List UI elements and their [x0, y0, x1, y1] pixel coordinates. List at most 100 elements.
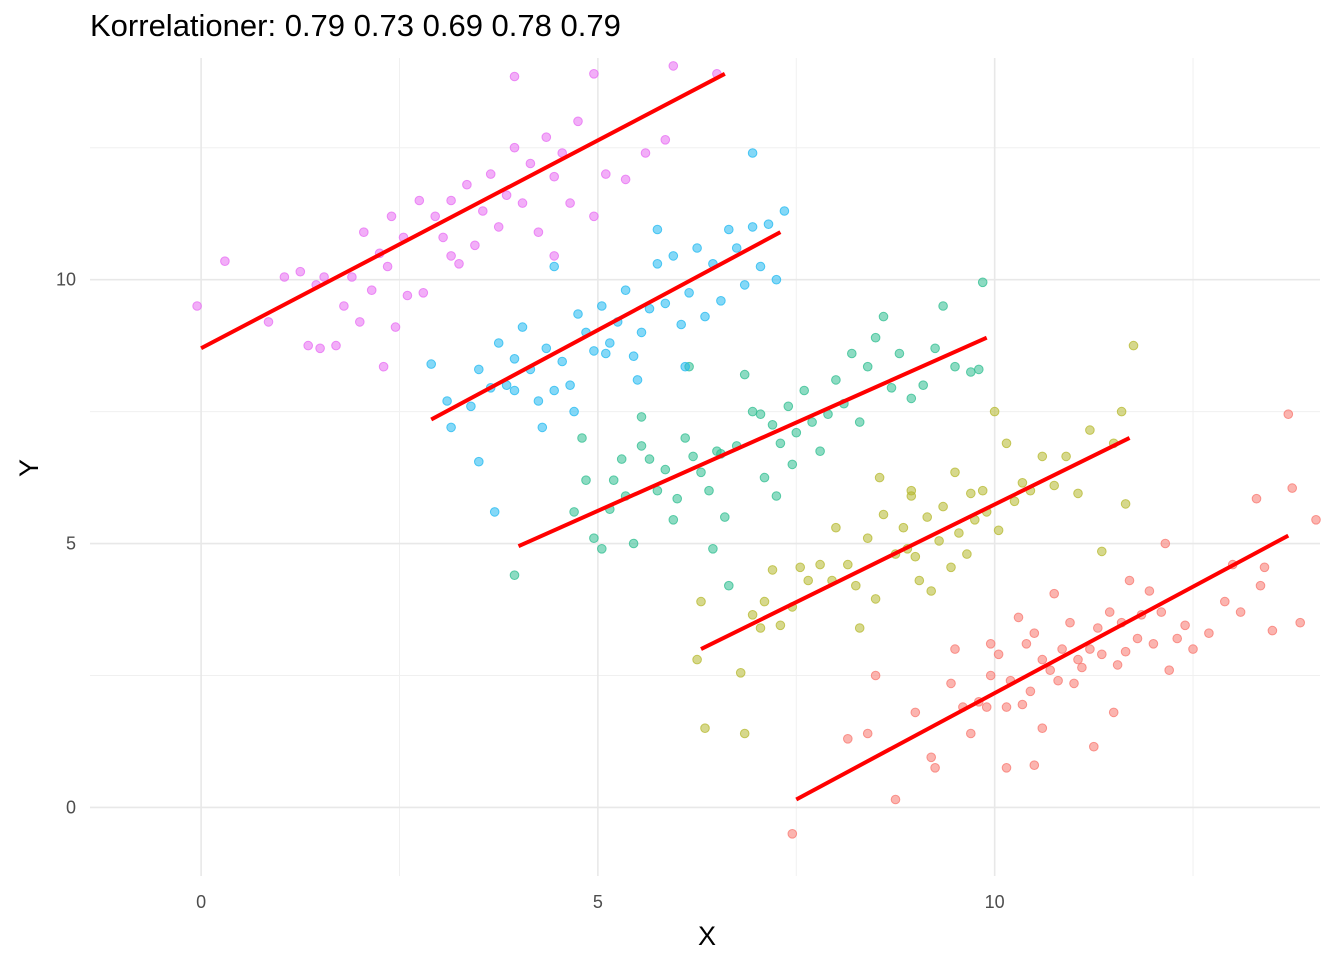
data-point: [1009, 496, 1020, 507]
data-point: [303, 340, 314, 351]
data-point: [573, 116, 583, 127]
data-point: [930, 343, 940, 354]
data-point: [759, 596, 770, 607]
data-point: [1235, 607, 1246, 617]
data-point: [716, 296, 726, 306]
data-point: [1001, 702, 1012, 712]
data-point: [382, 261, 393, 272]
data-point: [493, 222, 504, 232]
data-point: [597, 301, 607, 311]
data-point: [509, 354, 520, 364]
data-point: [1160, 538, 1171, 549]
data-point: [926, 752, 937, 763]
data-point: [1251, 493, 1262, 504]
data-point: [803, 575, 814, 586]
data-point: [355, 317, 365, 327]
data-point: [636, 441, 647, 451]
data-point: [910, 551, 921, 562]
data-point: [767, 565, 778, 575]
data-point: [724, 224, 734, 235]
data-point: [1220, 596, 1230, 607]
data-point: [1124, 575, 1135, 586]
data-point: [878, 311, 889, 322]
data-point: [1148, 639, 1159, 649]
data-point: [589, 533, 599, 544]
data-point: [862, 728, 873, 739]
data-point: [1097, 649, 1107, 660]
data-point: [220, 256, 230, 267]
data-point: [950, 361, 960, 372]
data-point: [470, 240, 480, 251]
data-point: [851, 580, 861, 591]
data-point: [533, 227, 544, 237]
data-point: [660, 135, 671, 145]
data-point: [989, 406, 1000, 417]
data-point: [1037, 654, 1048, 665]
data-point: [747, 148, 758, 158]
fit-line: [430, 230, 782, 422]
data-point: [966, 728, 976, 739]
data-point: [668, 515, 679, 525]
data-point: [870, 670, 881, 681]
data-point: [708, 544, 718, 554]
data-point: [862, 361, 873, 372]
data-point: [938, 301, 948, 311]
data-point: [870, 332, 881, 343]
data-point: [985, 639, 996, 649]
data-point: [616, 454, 627, 464]
data-point: [1073, 488, 1083, 499]
data-point: [981, 702, 992, 712]
data-point: [795, 562, 806, 573]
data-point: [787, 829, 798, 839]
data-point: [509, 385, 520, 396]
data-point: [569, 406, 579, 417]
data-point: [847, 348, 857, 359]
data-point: [565, 198, 575, 208]
data-point: [1057, 644, 1067, 654]
data-point: [541, 132, 552, 142]
data-point: [1053, 675, 1063, 686]
data-point: [1017, 478, 1028, 488]
data-point: [747, 222, 758, 232]
data-point: [1021, 639, 1032, 649]
data-point: [1144, 586, 1155, 596]
data-point: [771, 274, 782, 285]
data-point: [966, 367, 976, 377]
y-tick-label: 0: [66, 797, 76, 817]
data-point: [359, 227, 369, 237]
data-point: [549, 251, 560, 261]
data-point: [315, 343, 325, 354]
data-point: [843, 734, 853, 744]
data-point: [517, 322, 528, 332]
data-point: [446, 251, 456, 261]
data-point: [831, 375, 841, 385]
data-point: [378, 361, 389, 372]
data-point: [815, 559, 825, 570]
data-points: [192, 61, 1321, 839]
data-point: [339, 301, 349, 311]
data-point: [1013, 612, 1024, 623]
data-point: [489, 507, 500, 517]
data-point: [549, 385, 560, 396]
data-point: [1104, 607, 1115, 617]
data-point: [688, 451, 698, 462]
data-point: [597, 544, 607, 554]
data-point: [652, 224, 663, 235]
x-axis-title: X: [698, 921, 716, 951]
data-point: [700, 723, 710, 734]
data-point: [680, 433, 691, 443]
data-point: [692, 243, 702, 253]
data-point: [704, 485, 714, 496]
data-point: [454, 259, 464, 269]
data-point: [438, 232, 448, 243]
data-point: [1180, 620, 1190, 631]
data-point: [608, 475, 619, 486]
data-point: [1259, 562, 1270, 573]
x-tick-label: 10: [985, 892, 1005, 912]
data-point: [1073, 654, 1083, 665]
data-point: [680, 361, 691, 372]
data-point: [660, 298, 671, 309]
data-point: [700, 311, 710, 322]
data-point: [739, 280, 750, 290]
data-point: [366, 285, 377, 296]
